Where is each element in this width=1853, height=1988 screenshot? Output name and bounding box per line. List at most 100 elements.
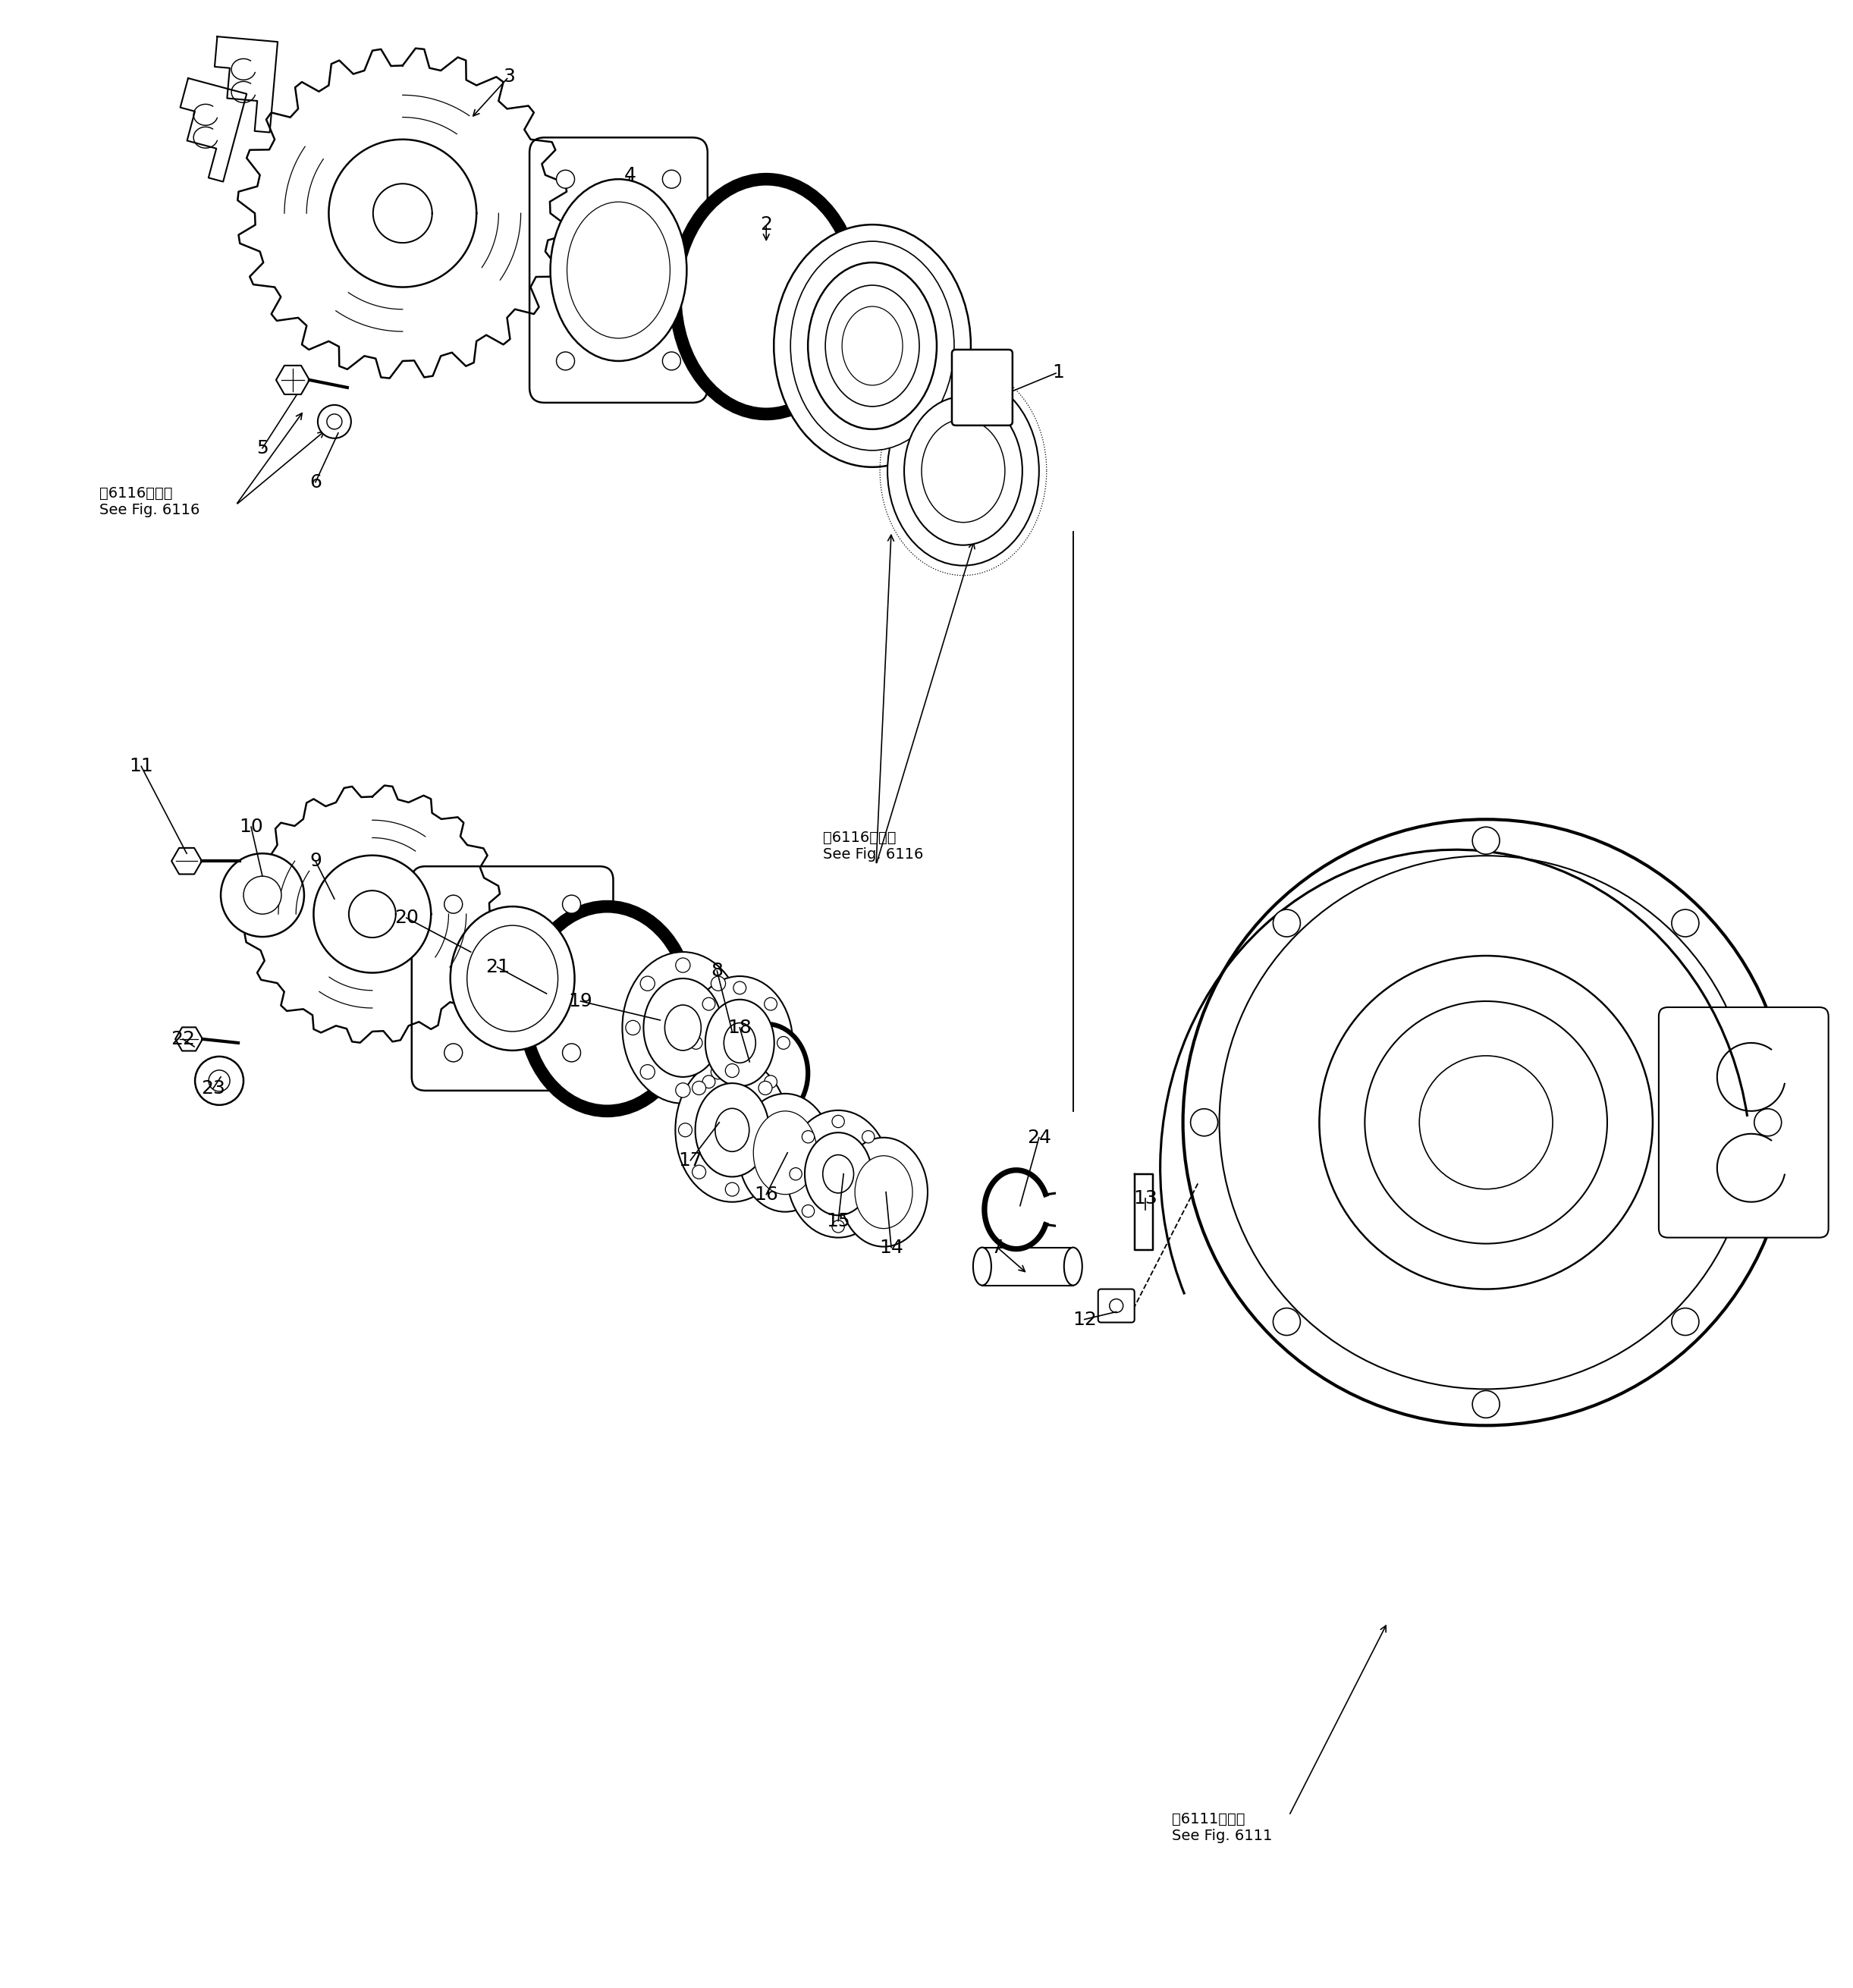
- Circle shape: [326, 414, 343, 429]
- Ellipse shape: [808, 262, 938, 429]
- Ellipse shape: [725, 1024, 756, 1064]
- Circle shape: [1273, 909, 1301, 936]
- Text: 16: 16: [754, 1185, 778, 1203]
- Ellipse shape: [524, 907, 691, 1111]
- Ellipse shape: [841, 306, 902, 386]
- Text: 10: 10: [239, 817, 263, 837]
- FancyBboxPatch shape: [952, 350, 1012, 425]
- Ellipse shape: [823, 1155, 854, 1193]
- Text: 22: 22: [170, 1030, 195, 1048]
- Text: 19: 19: [569, 992, 593, 1010]
- Circle shape: [678, 1123, 693, 1137]
- Polygon shape: [348, 891, 397, 938]
- Circle shape: [875, 1167, 888, 1181]
- Polygon shape: [982, 1246, 1073, 1286]
- Polygon shape: [180, 78, 246, 181]
- Circle shape: [758, 1165, 773, 1179]
- Circle shape: [734, 1091, 747, 1103]
- Circle shape: [862, 1131, 875, 1143]
- Circle shape: [563, 895, 580, 912]
- Circle shape: [556, 352, 574, 370]
- Text: 第6111図参照
See Fig. 6111: 第6111図参照 See Fig. 6111: [1171, 1811, 1271, 1843]
- Circle shape: [734, 982, 747, 994]
- Circle shape: [758, 1081, 773, 1095]
- Text: 9: 9: [309, 853, 321, 871]
- Text: 18: 18: [728, 1018, 752, 1038]
- Circle shape: [209, 1070, 230, 1091]
- Ellipse shape: [754, 1111, 817, 1195]
- Ellipse shape: [825, 284, 919, 406]
- Ellipse shape: [921, 419, 1004, 523]
- FancyBboxPatch shape: [1658, 1008, 1829, 1239]
- Circle shape: [1190, 1109, 1217, 1135]
- Ellipse shape: [450, 907, 574, 1050]
- Ellipse shape: [775, 225, 971, 467]
- Text: 17: 17: [678, 1151, 702, 1169]
- Circle shape: [1671, 1308, 1699, 1336]
- Circle shape: [1273, 1308, 1301, 1336]
- Circle shape: [243, 877, 282, 914]
- Text: 15: 15: [826, 1213, 851, 1231]
- Ellipse shape: [839, 1137, 928, 1246]
- Circle shape: [702, 998, 715, 1010]
- Circle shape: [725, 1064, 739, 1077]
- Circle shape: [676, 958, 689, 972]
- Polygon shape: [172, 849, 202, 875]
- Circle shape: [556, 171, 574, 189]
- Polygon shape: [237, 48, 567, 378]
- Circle shape: [641, 976, 654, 990]
- Circle shape: [1319, 956, 1653, 1288]
- Circle shape: [626, 1020, 639, 1036]
- Text: 21: 21: [485, 958, 510, 976]
- Ellipse shape: [687, 976, 793, 1109]
- Circle shape: [1419, 1056, 1553, 1189]
- Circle shape: [1755, 1109, 1781, 1135]
- Polygon shape: [215, 36, 278, 133]
- Ellipse shape: [665, 1006, 700, 1050]
- Ellipse shape: [904, 398, 1023, 545]
- Ellipse shape: [973, 1246, 991, 1286]
- Polygon shape: [328, 139, 476, 286]
- Ellipse shape: [788, 1109, 889, 1239]
- Circle shape: [862, 1205, 875, 1217]
- Text: 13: 13: [1132, 1189, 1156, 1207]
- Ellipse shape: [737, 1093, 832, 1213]
- Circle shape: [693, 1165, 706, 1179]
- Circle shape: [563, 1044, 580, 1062]
- Text: 3: 3: [502, 68, 515, 85]
- Circle shape: [1473, 827, 1499, 855]
- Circle shape: [773, 1123, 786, 1137]
- Text: 24: 24: [1027, 1129, 1051, 1147]
- Circle shape: [445, 1044, 463, 1062]
- Ellipse shape: [804, 1133, 871, 1215]
- Ellipse shape: [706, 1000, 775, 1085]
- Circle shape: [726, 1020, 739, 1036]
- Text: 14: 14: [878, 1239, 904, 1256]
- Text: 5: 5: [256, 439, 269, 457]
- Polygon shape: [176, 1028, 202, 1052]
- Ellipse shape: [791, 241, 954, 451]
- Circle shape: [195, 1056, 243, 1105]
- Circle shape: [763, 1076, 776, 1087]
- FancyBboxPatch shape: [411, 867, 613, 1091]
- Circle shape: [712, 976, 726, 990]
- Text: 20: 20: [395, 909, 419, 926]
- Circle shape: [802, 1205, 813, 1217]
- Ellipse shape: [725, 1024, 808, 1123]
- Ellipse shape: [623, 952, 743, 1103]
- Circle shape: [776, 1036, 789, 1050]
- Circle shape: [802, 1131, 813, 1143]
- Ellipse shape: [674, 179, 858, 414]
- Text: 1: 1: [1053, 364, 1064, 382]
- Text: 4: 4: [624, 167, 636, 185]
- Circle shape: [693, 1081, 706, 1095]
- Circle shape: [1366, 1002, 1607, 1244]
- Ellipse shape: [567, 203, 671, 338]
- Circle shape: [663, 171, 680, 189]
- Ellipse shape: [550, 179, 687, 362]
- Circle shape: [689, 1036, 702, 1050]
- Circle shape: [763, 998, 776, 1010]
- FancyBboxPatch shape: [1099, 1288, 1134, 1322]
- Circle shape: [445, 895, 463, 912]
- Text: 11: 11: [130, 757, 154, 775]
